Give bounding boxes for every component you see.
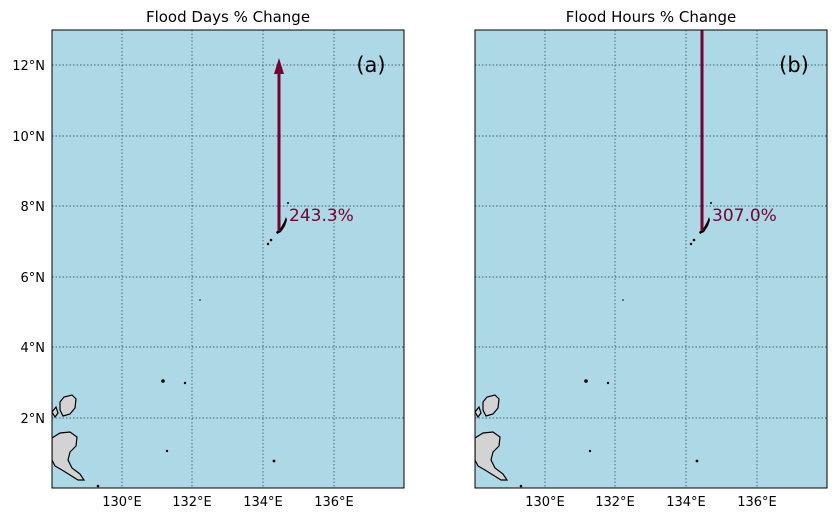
x-tick-label: 136°E: [314, 495, 354, 510]
x-tick-label: 136°E: [737, 495, 777, 510]
panel-b-percent-label: 307.0%: [712, 206, 777, 226]
panel-a-ocean: [52, 30, 404, 488]
y-tick-label: 12°N: [12, 59, 45, 74]
panel-a-gridlines: [52, 30, 404, 488]
y-tick-label: 4°N: [21, 341, 46, 356]
y-tick-label: 2°N: [21, 412, 46, 427]
panel-a-title: Flood Days % Change: [146, 8, 310, 26]
panel-b-label: (b): [779, 53, 809, 77]
y-tick-label: 8°N: [21, 200, 46, 215]
panel-a: Flood Days % Change: [12, 8, 405, 510]
panel-a-percent-label: 243.3%: [289, 206, 354, 226]
x-tick-label: 130°E: [102, 495, 142, 510]
x-tick-label: 134°E: [243, 495, 283, 510]
panel-b-gridlines: [475, 30, 827, 488]
x-tick-label: 134°E: [666, 495, 706, 510]
panel-a-y-ticks: 12°N 10°N 8°N 6°N 4°N 2°N: [12, 59, 45, 427]
panel-b-coastlines: [475, 202, 712, 488]
x-tick-label: 132°E: [172, 495, 212, 510]
panel-a-coastlines: [52, 202, 289, 488]
panel-a-frame: [51, 29, 405, 489]
y-tick-label: 10°N: [12, 130, 45, 145]
x-tick-label: 132°E: [595, 495, 635, 510]
x-tick-label: 130°E: [525, 495, 565, 510]
panel-a-label: (a): [356, 53, 385, 77]
panel-b-frame: [474, 29, 828, 489]
panel-b-ocean: [475, 30, 827, 488]
y-tick-label: 6°N: [21, 271, 46, 286]
panel-b: Flood Hours % Change: [474, 8, 828, 510]
panel-a-x-ticks: 130°E 132°E 134°E 136°E: [102, 495, 354, 510]
panel-a-arrowhead: [274, 58, 284, 74]
panel-b-x-ticks: 130°E 132°E 134°E 136°E: [525, 495, 777, 510]
panel-b-title: Flood Hours % Change: [566, 8, 737, 26]
panel-a-change-arrow: [274, 58, 284, 231]
